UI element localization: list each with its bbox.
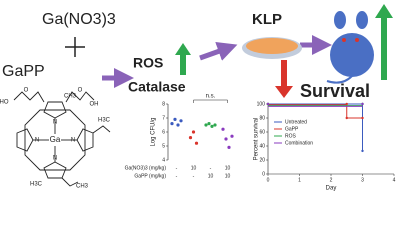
culture xyxy=(246,38,298,54)
point xyxy=(207,122,211,126)
y-tick-label: 40 xyxy=(259,143,265,149)
legend-label: Combination xyxy=(285,140,313,146)
y-tick-label: 8 xyxy=(162,101,165,107)
point xyxy=(345,116,348,120)
point xyxy=(176,123,180,127)
row-label: GaPP (mg/kg) xyxy=(134,173,166,179)
x-axis-label: Day xyxy=(326,186,337,192)
atom-label: N xyxy=(53,156,57,162)
y-tick-label: 4 xyxy=(162,157,165,163)
bacteria: KLP xyxy=(252,11,282,28)
point xyxy=(361,116,364,120)
point xyxy=(191,130,196,134)
legend-label: ROS xyxy=(285,133,297,139)
atom-label: CH3 xyxy=(76,184,89,190)
mouse xyxy=(326,11,374,84)
bracket xyxy=(193,99,228,103)
atom-label: N xyxy=(35,138,39,144)
condition: - xyxy=(176,173,178,179)
x-tick-label: 0 xyxy=(267,177,270,183)
y-tick-label: 0 xyxy=(262,171,265,177)
y-tick-label: 6 xyxy=(162,129,165,135)
up-arrow xyxy=(175,43,191,75)
atom-label: H3C xyxy=(30,182,43,188)
y-tick-label: 7 xyxy=(162,115,165,121)
up-arrow xyxy=(375,4,393,80)
condition: 10 xyxy=(191,165,197,171)
reagent: Ga(NO3)3 xyxy=(42,11,116,28)
point xyxy=(230,134,234,138)
molecule xyxy=(13,91,111,187)
row-label: Ga(NO3)3 (mg/kg) xyxy=(125,165,167,171)
graphical-abstract: Ga(NO3)3 GaPP ROS Catalase KLP Survival … xyxy=(0,4,396,192)
x-tick-label: 3 xyxy=(361,177,364,183)
atom-label: HO xyxy=(0,100,9,106)
point xyxy=(179,119,183,123)
point xyxy=(204,123,208,127)
point xyxy=(361,149,364,153)
survival-line xyxy=(268,103,363,151)
point xyxy=(361,102,364,106)
atom-label: N xyxy=(53,120,57,126)
down-arrow xyxy=(275,60,293,98)
annotation: n.s. xyxy=(206,94,216,100)
atom-label: H3C xyxy=(98,118,111,124)
condition: 10 xyxy=(225,173,231,179)
condition: 10 xyxy=(208,173,214,179)
atom-label: O xyxy=(78,88,83,94)
point xyxy=(210,124,214,128)
arrow xyxy=(199,41,238,61)
point xyxy=(188,136,193,140)
y-tick-label: 100 xyxy=(257,101,266,107)
point xyxy=(227,145,231,149)
ros: ROS xyxy=(133,55,163,71)
condition: - xyxy=(193,173,195,179)
point xyxy=(194,141,199,145)
atom-label: N xyxy=(71,138,75,144)
atom-label: O xyxy=(24,88,29,94)
x-tick-label: 1 xyxy=(298,177,301,183)
point xyxy=(345,102,348,106)
condition: 10 xyxy=(225,165,231,171)
atom-label: Ga xyxy=(50,135,61,144)
y-tick-label: 5 xyxy=(162,143,165,149)
point xyxy=(224,137,228,141)
catalase: Catalase xyxy=(128,79,186,95)
y-tick-label: 80 xyxy=(259,115,265,121)
legend-label: Untreated xyxy=(285,119,307,125)
point xyxy=(266,102,270,106)
x-tick-label: 2 xyxy=(330,177,333,183)
atom-label: CH3 xyxy=(64,94,77,100)
point xyxy=(173,117,177,121)
outcome: Survival xyxy=(300,81,370,101)
point xyxy=(213,123,217,127)
x-tick-label: 4 xyxy=(393,177,396,183)
atom-label: OH xyxy=(90,102,99,108)
y-tick-label: 20 xyxy=(259,157,265,163)
survival-line xyxy=(268,104,363,119)
y-axis-label: Percent survival xyxy=(254,118,260,161)
y-tick-label: 60 xyxy=(259,129,265,135)
condition: - xyxy=(176,165,178,171)
compound: GaPP xyxy=(2,63,45,80)
point xyxy=(170,122,174,126)
condition: - xyxy=(210,165,212,171)
point xyxy=(221,127,225,131)
legend-label: GaPP xyxy=(285,126,299,132)
y-axis-label: Log CFU/g xyxy=(151,117,157,146)
